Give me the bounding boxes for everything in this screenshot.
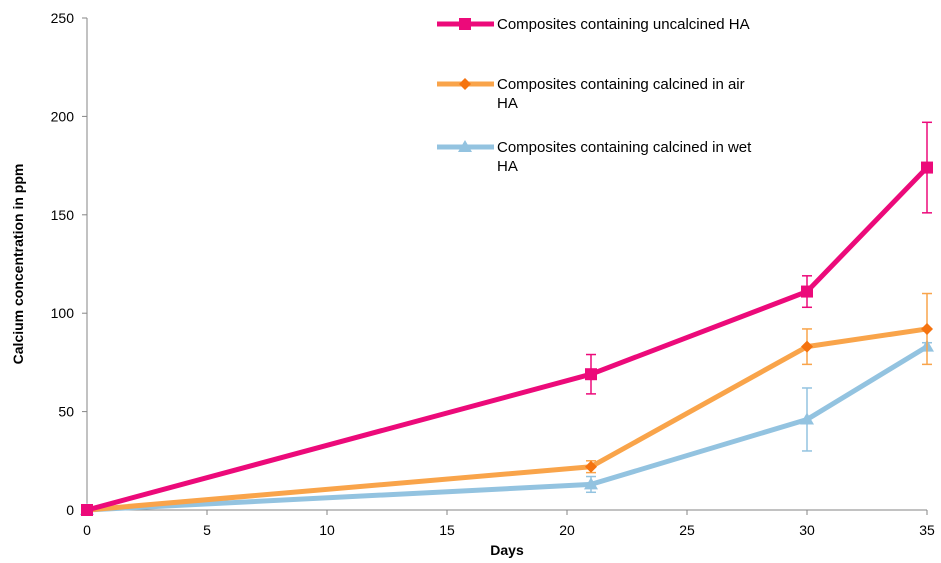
y-ticks: 0 50 100 150 200 250: [51, 10, 87, 518]
y-tick-label: 250: [51, 10, 75, 26]
y-tick-label: 100: [51, 305, 75, 321]
data-point: [921, 161, 933, 174]
legend-item: Composites containing calcined in air HA: [437, 76, 745, 112]
data-point: [585, 368, 597, 381]
data-point: [921, 322, 933, 335]
x-tick-label: 5: [203, 522, 211, 538]
legend-label-line: HA: [497, 158, 518, 175]
x-ticks: 0 5 10 15 20 25 30 35: [83, 510, 935, 538]
x-tick-label: 10: [319, 522, 335, 538]
legend-label-line: HA: [497, 95, 518, 112]
legend-swatch-marker: [459, 78, 471, 90]
y-axis-title: Calcium concentration in ppm: [10, 164, 26, 365]
axes: [86, 18, 927, 511]
legend-label-line: Composites containing calcined in air: [497, 76, 745, 93]
legend: Composites containing uncalcined HA Compo…: [437, 16, 752, 175]
data-point: [81, 504, 93, 516]
series-line: [84, 344, 930, 513]
data-point: [801, 285, 813, 298]
data-point: [584, 477, 598, 490]
x-tick-label: 15: [439, 522, 455, 538]
data-point: [801, 340, 813, 353]
y-tick-label: 50: [58, 404, 74, 420]
x-tick-label: 0: [83, 522, 91, 538]
legend-label-line: Composites containing uncalcined HA: [497, 16, 750, 33]
series-layer: [80, 121, 934, 516]
legend-label-line: Composites containing calcined in wet: [497, 139, 752, 156]
legend-label: Composites containing uncalcined HA: [497, 16, 750, 33]
series-line: [84, 326, 930, 513]
legend-item: Composites containing uncalcined HA: [437, 16, 750, 33]
legend-item: Composites containing calcined in wet HA: [437, 139, 752, 175]
legend-swatch-marker: [458, 140, 472, 152]
data-point: [585, 460, 597, 473]
series-line: [84, 165, 930, 513]
data-point: [800, 412, 814, 425]
legend-swatch-marker: [459, 18, 471, 30]
x-tick-label: 25: [679, 522, 695, 538]
y-tick-label: 150: [51, 207, 75, 223]
x-tick-label: 20: [559, 522, 575, 538]
series-2: [81, 292, 933, 516]
y-tick-label: 0: [66, 502, 74, 518]
x-tick-label: 35: [919, 522, 935, 538]
y-tick-label: 200: [51, 108, 75, 124]
x-tick-label: 30: [799, 522, 815, 538]
legend-label: Composites containing calcined in wet HA: [497, 139, 752, 175]
series-1: [81, 121, 933, 516]
series-3: [80, 339, 934, 515]
legend-label: Composites containing calcined in air HA: [497, 76, 745, 112]
x-axis-title: Days: [490, 542, 524, 558]
